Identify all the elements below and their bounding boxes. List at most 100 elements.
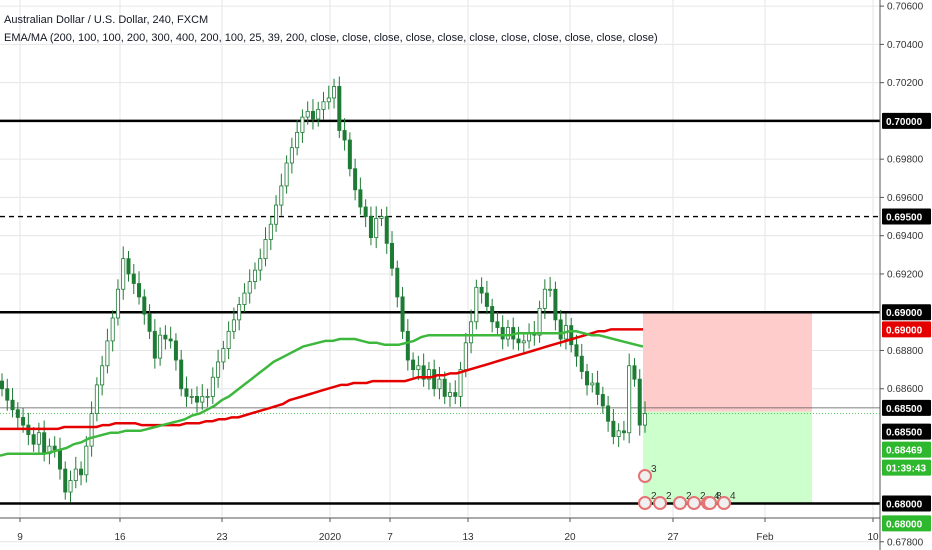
indicator-legend[interactable]: EMA/MA (200, 100, 100, 200, 300, 400, 20… [4, 32, 658, 44]
candle [57, 449, 62, 470]
time-tick-label: 16 [114, 532, 126, 543]
candle [126, 258, 131, 275]
candle [321, 101, 326, 110]
event-badge-count: 4 [730, 491, 736, 502]
event-badge-icon[interactable] [638, 496, 652, 510]
candle [305, 110, 310, 118]
price-tag [882, 459, 931, 476]
candle [63, 468, 68, 493]
candle [300, 116, 305, 133]
candle [643, 413, 648, 426]
event-badge-count: 2 [666, 491, 672, 502]
candle [542, 288, 547, 309]
event-badge-count: 3 [651, 464, 657, 475]
candle [237, 304, 242, 321]
event-badge-icon[interactable] [638, 469, 652, 483]
price-tag-label: 0.68500 [886, 428, 923, 439]
candle [400, 296, 405, 332]
time-tick-label: 23 [216, 532, 228, 543]
candle [432, 369, 437, 390]
candle [84, 445, 89, 476]
price-tag-label: 0.68500 [886, 404, 923, 415]
price-tick-label: 0.69600 [887, 193, 924, 204]
candle [52, 445, 57, 451]
symbol-title[interactable]: Australian Dollar / U.S. Dollar, 240, FX… [4, 14, 209, 26]
candle [310, 110, 315, 120]
candle [15, 409, 20, 418]
event-badge-count: 2 [651, 491, 657, 502]
candle [574, 344, 579, 357]
candle [463, 342, 468, 370]
price-tick-label: 0.68600 [887, 384, 924, 395]
candle [421, 365, 426, 380]
price-tick-label: 0.68800 [887, 346, 924, 357]
candle [390, 242, 395, 269]
candle [110, 317, 115, 342]
price-tick-label: 0.70600 [887, 2, 924, 13]
price-tag [882, 112, 931, 129]
candle [47, 445, 52, 455]
candle [553, 288, 558, 321]
candle [279, 185, 284, 206]
price-tag [882, 423, 931, 440]
candle [5, 388, 10, 401]
time-tick-label: Feb [756, 532, 774, 543]
candle [147, 313, 152, 332]
candle [263, 239, 268, 260]
candle [516, 338, 521, 344]
candle [284, 162, 289, 187]
event-badge-icon[interactable] [703, 496, 717, 510]
candle [142, 296, 147, 315]
candle [10, 399, 15, 411]
candle [295, 131, 300, 149]
candle [342, 130, 347, 141]
price-tag [882, 304, 931, 321]
event-badge-count: 2 [700, 491, 706, 502]
price-tag-label: 0.70000 [886, 117, 923, 128]
time-tick-label: 2020 [319, 532, 342, 543]
candle [558, 319, 563, 340]
price-tag-label: 0.69500 [886, 213, 923, 224]
candle [316, 109, 321, 120]
candle [100, 365, 105, 386]
event-badge-icon[interactable] [653, 496, 667, 510]
candle [600, 394, 605, 407]
event-badge-icon[interactable] [717, 496, 731, 510]
time-tick-label: 13 [462, 532, 474, 543]
candle [42, 432, 47, 455]
candle [363, 206, 368, 217]
candle [358, 189, 363, 208]
candle [632, 365, 637, 380]
take-profit-zone[interactable] [643, 411, 812, 504]
candle [627, 365, 632, 434]
price-axis[interactable] [880, 0, 932, 550]
candle [395, 267, 400, 298]
price-tag [882, 321, 931, 338]
ema-red-line[interactable] [0, 328, 643, 431]
candle [221, 348, 226, 363]
candle [537, 307, 542, 336]
candle [595, 382, 600, 395]
candle [569, 325, 574, 346]
candle [205, 395, 210, 398]
candle [31, 434, 36, 445]
candle [458, 369, 463, 397]
candle [611, 420, 616, 437]
candle [437, 378, 442, 390]
candle [168, 338, 173, 342]
candle [252, 269, 257, 282]
candle [374, 218, 379, 238]
candle [68, 480, 73, 493]
ema-green-line[interactable] [0, 330, 644, 457]
event-badge-icon[interactable] [687, 496, 701, 510]
event-badge-icon[interactable] [673, 496, 687, 510]
candle [332, 86, 337, 99]
price-tick-label: 0.70200 [887, 78, 924, 89]
candle [179, 359, 184, 390]
candle [416, 365, 421, 371]
stop-loss-zone[interactable] [643, 312, 812, 412]
candle [115, 288, 120, 319]
candle [247, 281, 252, 294]
